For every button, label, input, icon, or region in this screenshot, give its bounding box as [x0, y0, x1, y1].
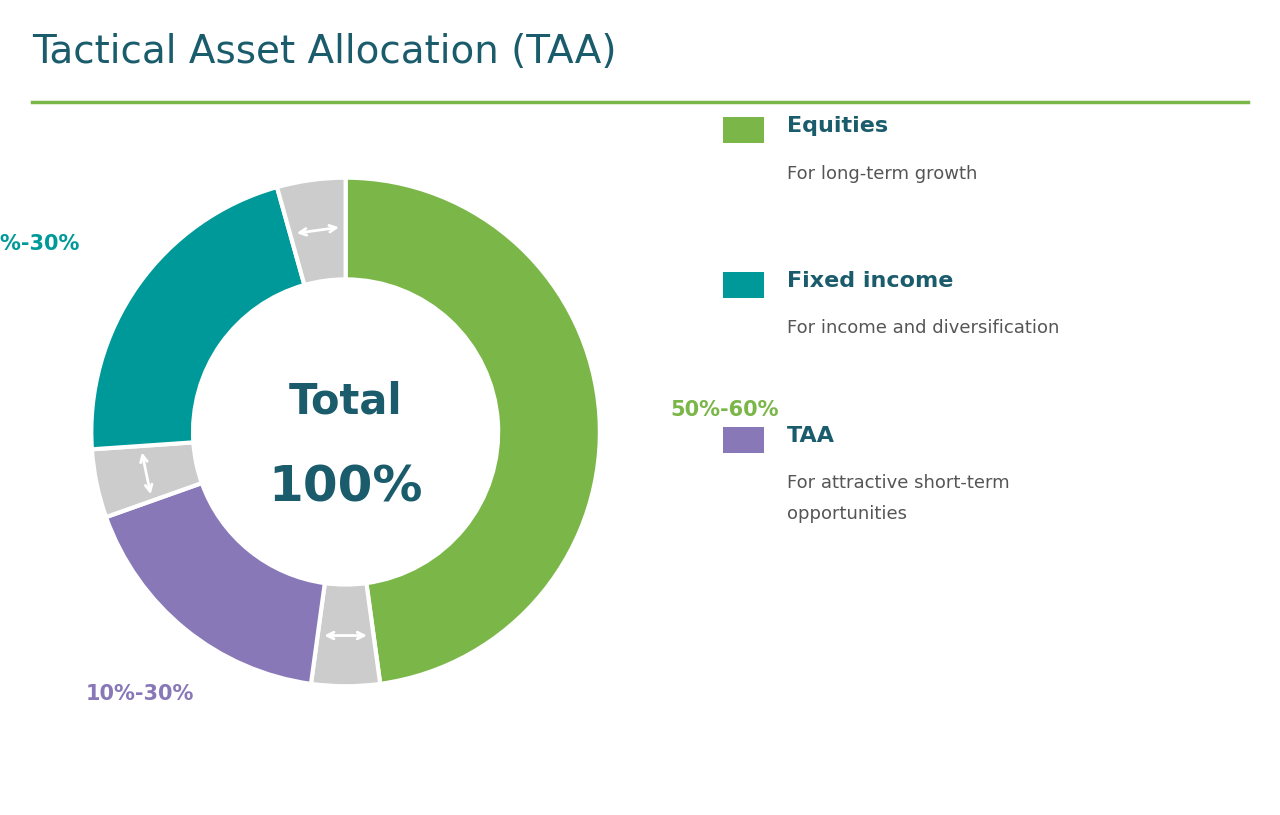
Text: Fixed income: Fixed income [787, 271, 954, 291]
Text: 20%-30%: 20%-30% [0, 234, 79, 254]
Text: opportunities: opportunities [787, 505, 908, 523]
Text: For attractive short-term: For attractive short-term [787, 474, 1010, 492]
Wedge shape [91, 187, 305, 449]
Text: TAA: TAA [787, 426, 836, 446]
Text: Equities: Equities [787, 117, 888, 136]
Text: For income and diversification: For income and diversification [787, 319, 1060, 337]
Wedge shape [276, 178, 346, 285]
Wedge shape [92, 443, 202, 517]
Text: 100%: 100% [269, 464, 422, 512]
Text: 50%-60%: 50%-60% [671, 399, 778, 420]
Wedge shape [346, 178, 600, 684]
Text: Tactical Asset Allocation (TAA): Tactical Asset Allocation (TAA) [32, 33, 617, 71]
Wedge shape [311, 583, 380, 686]
Text: For long-term growth: For long-term growth [787, 165, 978, 183]
Text: Total: Total [289, 381, 402, 422]
Text: 10%-30%: 10%-30% [86, 685, 195, 704]
Wedge shape [106, 483, 325, 684]
